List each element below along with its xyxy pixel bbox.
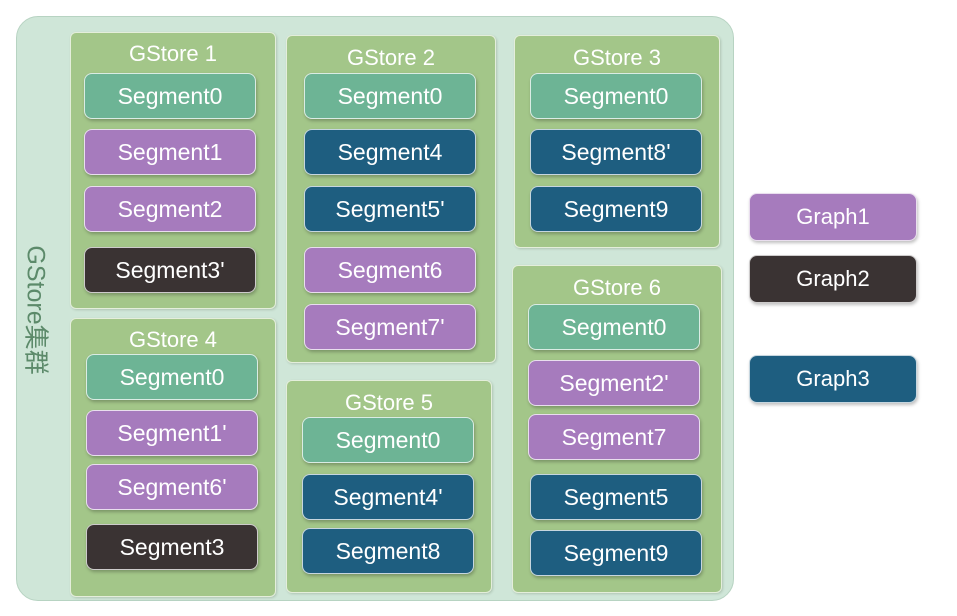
segment-block: Segment7' [304,304,476,350]
segment-block: Segment6 [304,247,476,293]
legend-graph3: Graph3 [749,355,917,403]
segment-block: Segment0 [304,73,476,119]
segment-block: Segment0 [530,73,702,119]
segment-block: Segment4 [304,129,476,175]
legend-graph1: Graph1 [749,193,917,241]
segment-block: Segment3' [84,247,256,293]
segment-block: Segment9 [530,186,702,232]
segment-block: Segment6' [86,464,258,510]
segment-block: Segment5' [304,186,476,232]
store-title: GStore 3 [572,45,662,70]
segment-block: Segment8' [530,129,702,175]
store-title: GStore 1 [128,41,218,66]
segment-block: Segment2 [84,186,256,232]
cluster-label: GStore集群 [22,245,51,375]
segment-block: Segment0 [86,354,258,400]
segment-block: Segment0 [84,73,256,119]
segment-block: Segment1 [84,129,256,175]
segment-block: Segment4' [302,474,474,520]
segment-block: Segment0 [528,304,700,350]
segment-block: Segment0 [302,417,474,463]
segment-block: Segment9 [530,530,702,576]
segment-block: Segment3 [86,524,258,570]
legend-graph2: Graph2 [749,255,917,303]
segment-block: Segment7 [528,414,700,460]
segment-block: Segment1' [86,410,258,456]
store-title: GStore 6 [572,275,662,300]
segment-block: Segment8 [302,528,474,574]
store-title: GStore 2 [346,45,436,70]
store-title: GStore 5 [344,390,434,415]
store-title: GStore 4 [128,327,218,352]
segment-block: Segment2' [528,360,700,406]
segment-block: Segment5 [530,474,702,520]
